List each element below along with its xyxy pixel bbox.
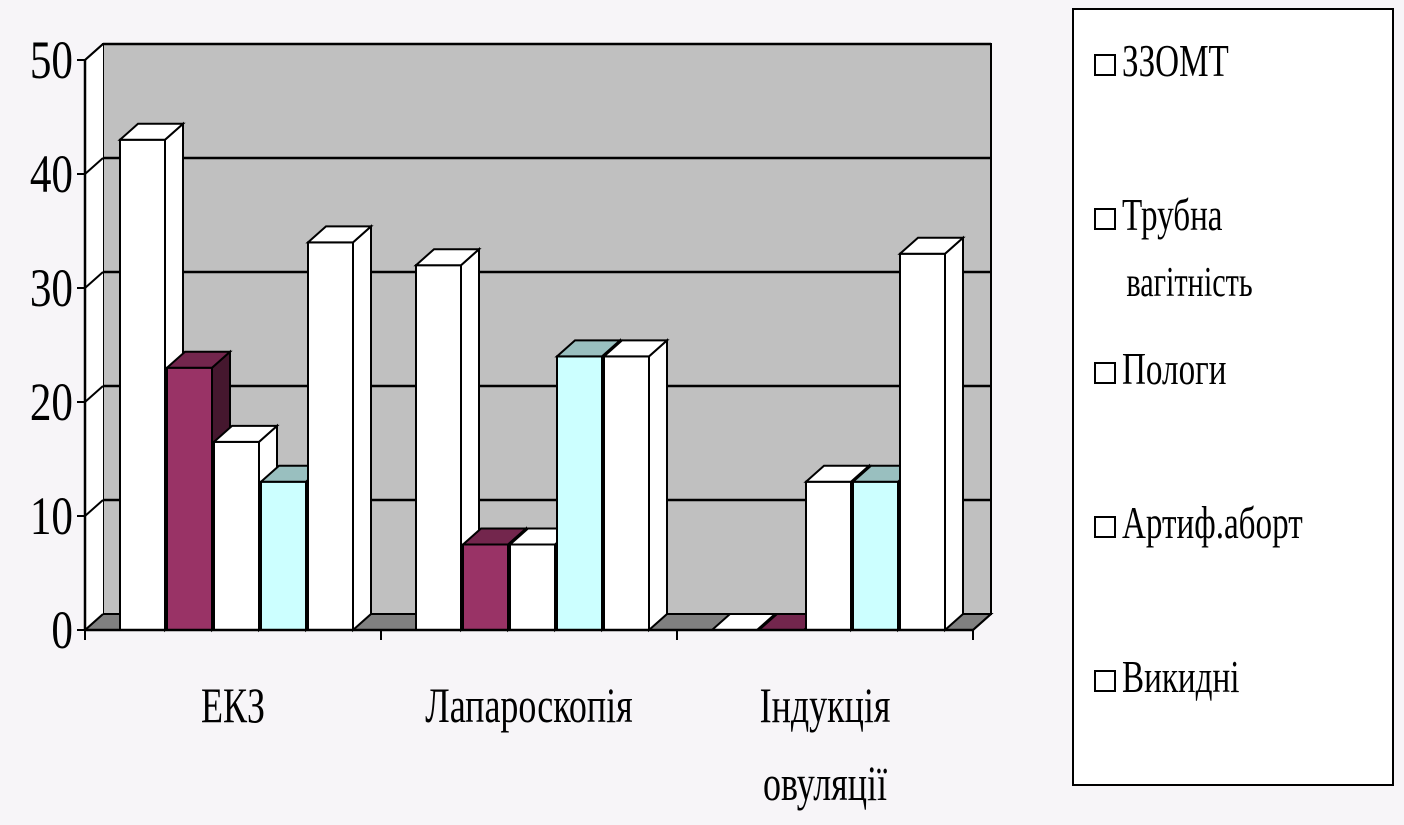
chart-legend: ЗЗОМТ Трубна вагітність Пологи Артиф.або… xyxy=(1072,8,1394,786)
bar-top-zzomt xyxy=(413,248,482,267)
bar-abort xyxy=(260,480,307,631)
bar-abort xyxy=(852,480,899,631)
x-tick-label: Лапароскопія xyxy=(425,678,632,733)
legend-item-birth: Пологи xyxy=(1094,346,1267,392)
legend-label-tubal: Трубна вагітність xyxy=(1122,189,1253,307)
bar-top-birth xyxy=(211,424,280,443)
bar-top-tubal xyxy=(164,350,233,369)
plot-left-wall xyxy=(85,44,103,630)
x-tick-label: ЕКЗ xyxy=(201,678,265,733)
bar-abort xyxy=(556,355,603,631)
bar-top-abort xyxy=(554,339,623,358)
bar-top-zzomt xyxy=(117,122,186,141)
bar-tubal xyxy=(462,543,509,631)
bar-side-miscarriage xyxy=(648,338,668,633)
bar-miscarriage xyxy=(899,252,946,632)
gridline-depth xyxy=(84,499,104,517)
legend-item-zzomt: ЗЗОМТ xyxy=(1094,38,1270,84)
gridline-depth xyxy=(84,613,104,631)
legend-swatch-abort xyxy=(1094,516,1116,538)
legend-item-abort: Артиф.аборт xyxy=(1094,500,1373,546)
bar-birth xyxy=(213,440,260,631)
bar-side-miscarriage xyxy=(944,235,964,633)
legend-item-miscarriage: Викидні xyxy=(1094,654,1285,700)
bar-top-birth xyxy=(803,464,872,483)
bar-top-miscarriage xyxy=(897,236,966,255)
legend-label-abort: Артиф.аборт xyxy=(1122,497,1303,548)
legend-item-tubal: Трубна вагітність xyxy=(1094,192,1303,306)
bar-miscarriage xyxy=(307,241,354,631)
legend-label-zzomt: ЗЗОМТ xyxy=(1122,35,1229,86)
y-tick-label: 0 xyxy=(51,599,73,660)
gridline-depth xyxy=(84,271,104,289)
legend-swatch-miscarriage xyxy=(1094,670,1116,692)
y-tick-label: 50 xyxy=(30,29,73,90)
bar-tubal xyxy=(166,366,213,631)
bar-birth xyxy=(509,543,556,631)
y-tick-label: 40 xyxy=(30,143,73,204)
y-tick-label: 20 xyxy=(30,371,73,432)
gridline-depth xyxy=(84,385,104,403)
bar-zzomt xyxy=(119,138,166,632)
legend-swatch-birth xyxy=(1094,362,1116,384)
y-tick-label: 30 xyxy=(30,257,73,318)
x-tick-label: Індукція xyxy=(760,678,891,733)
legend-swatch-zzomt xyxy=(1094,54,1116,76)
bar-miscarriage xyxy=(603,355,650,631)
bar-side-miscarriage xyxy=(352,224,372,633)
legend-label-miscarriage: Викидні xyxy=(1122,651,1240,702)
y-tick-label: 10 xyxy=(30,485,73,546)
bar-birth xyxy=(805,480,852,631)
bar-top-miscarriage xyxy=(305,225,374,244)
legend-label-birth: Пологи xyxy=(1122,343,1227,394)
gridline-depth xyxy=(84,157,104,175)
bar-top-tubal xyxy=(460,527,529,546)
x-tick-label: овуляції xyxy=(763,756,887,811)
legend-swatch-tubal xyxy=(1094,208,1116,230)
bar-top-miscarriage xyxy=(601,339,670,358)
y-axis-top xyxy=(84,43,104,61)
bar-chart: 0 10 20 30 40 50 ЕКЗ Лапароскопія Індукція овуляц… xyxy=(30,29,994,811)
bar-zzomt xyxy=(415,264,462,631)
x-axis-depth xyxy=(972,613,992,631)
